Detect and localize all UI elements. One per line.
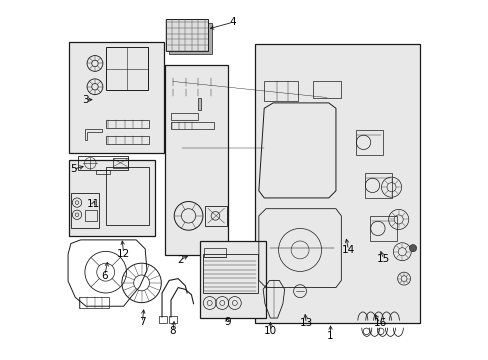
Bar <box>369 216 396 241</box>
Text: 14: 14 <box>341 245 354 255</box>
Text: 6: 6 <box>101 271 108 281</box>
Bar <box>79 297 109 308</box>
Text: 7: 7 <box>139 318 145 327</box>
Text: 9: 9 <box>224 318 230 327</box>
Bar <box>295 291 304 313</box>
Bar <box>169 316 177 323</box>
Bar <box>199 241 265 318</box>
Bar <box>198 98 201 110</box>
Circle shape <box>408 244 416 252</box>
Bar <box>70 193 99 228</box>
Bar <box>255 44 419 323</box>
Bar <box>165 19 207 51</box>
Bar <box>169 23 211 54</box>
Bar <box>113 158 128 168</box>
Bar <box>106 120 149 128</box>
Bar <box>106 167 148 225</box>
Text: 13: 13 <box>299 319 312 328</box>
Bar <box>171 113 198 120</box>
Bar <box>106 136 149 144</box>
Text: 8: 8 <box>169 326 176 336</box>
Bar <box>355 130 382 155</box>
Text: 2: 2 <box>177 255 184 265</box>
Bar <box>159 316 167 323</box>
Text: 16: 16 <box>373 319 386 328</box>
Bar <box>69 160 155 235</box>
Bar <box>85 210 97 221</box>
Bar <box>205 206 226 226</box>
Bar <box>164 65 227 255</box>
Text: 12: 12 <box>117 248 130 258</box>
Bar <box>171 122 214 129</box>
Bar <box>312 81 341 98</box>
Bar <box>78 156 128 170</box>
Bar <box>106 47 147 90</box>
Bar <box>202 253 258 293</box>
Text: 5: 5 <box>70 164 76 174</box>
Text: 15: 15 <box>376 254 389 264</box>
Bar <box>96 170 110 174</box>
Text: 11: 11 <box>86 199 100 210</box>
Bar <box>364 173 391 198</box>
Bar <box>69 42 163 153</box>
Text: 4: 4 <box>229 17 236 27</box>
Text: 1: 1 <box>326 331 333 341</box>
Text: 10: 10 <box>264 326 277 336</box>
Bar <box>264 81 298 101</box>
Text: 3: 3 <box>82 95 89 105</box>
Bar <box>204 248 225 257</box>
